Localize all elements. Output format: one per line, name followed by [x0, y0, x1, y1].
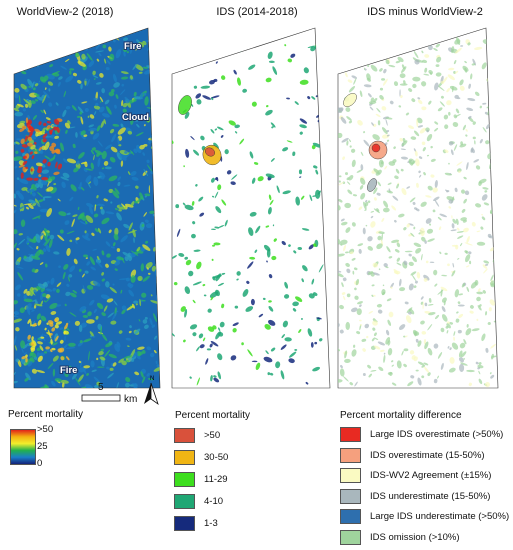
legend-diff-item: IDS-WV2 Agreement (±15%)	[340, 468, 491, 483]
map-label-cloud: Cloud	[122, 112, 149, 123]
legend-diff-swatch	[340, 488, 361, 504]
difference-map-frame	[337, 27, 499, 389]
legend-diff-label: IDS omission (>10%)	[370, 531, 460, 543]
legend-diff-label: Large IDS overestimate (>50%)	[370, 429, 504, 440]
legend-diff-item: IDS underestimate (15-50%)	[340, 488, 491, 504]
legend-diff-swatch	[340, 447, 361, 463]
legend-gradient-title: Percent mortality	[8, 409, 84, 420]
legend-ids-swatch	[174, 450, 195, 465]
north-arrow-label: N	[150, 376, 154, 382]
legend-gradient-high: >50	[37, 424, 54, 435]
legend-ids-item: 11-29	[174, 472, 228, 487]
worldview-map: Fire Cloud Fire	[13, 27, 161, 389]
legend-ids-swatch	[174, 516, 195, 531]
legend-diff-swatch	[340, 468, 361, 483]
legend-ids-title: Percent mortality	[175, 410, 251, 421]
legend-gradient-low: 0	[37, 458, 43, 469]
worldview-map-frame	[13, 27, 161, 389]
legend-ids-item: >50	[174, 428, 220, 443]
panel-title-worldview: WorldView-2 (2018)	[16, 6, 114, 18]
legend-ids-label: 30-50	[204, 452, 229, 463]
legend-diff-title: Percent mortality difference	[340, 410, 462, 421]
scale-bar-unit: km	[124, 394, 137, 405]
legend-ids-item: 30-50	[174, 450, 228, 465]
legend-ids-item: 4-10	[174, 494, 223, 509]
legend-diff-item: IDS omission (>10%)	[340, 529, 460, 545]
ids-map	[171, 27, 331, 389]
legend-ids-swatch	[174, 494, 195, 509]
legend-ids-label: 1-3	[204, 518, 218, 529]
legend-diff-label: Large IDS underestimate (>50%)	[370, 511, 510, 522]
legend-diff-swatch	[340, 509, 361, 524]
legend-diff-label: IDS overestimate (15-50%)	[370, 449, 485, 461]
legend-diff-label: IDS-WV2 Agreement (±15%)	[370, 470, 492, 481]
map-panels: Fire Cloud Fire 5 km N	[13, 27, 499, 406]
legend-gradient-mid: 25	[37, 441, 48, 452]
legend-gradient-bar	[10, 429, 36, 465]
north-arrow: N	[144, 376, 159, 406]
legend-ids-label: 4-10	[204, 496, 224, 507]
map-label-fire-bottom: Fire	[60, 365, 77, 376]
legend-ids-swatch	[174, 428, 195, 443]
scale-bar: 5 km	[81, 382, 137, 405]
map-label-fire-top: Fire	[124, 41, 141, 52]
legend-diff-item: IDS overestimate (15-50%)	[340, 447, 485, 463]
legend-diff-swatch	[340, 529, 361, 545]
legend-ids-label: 11-29	[204, 474, 228, 485]
legend-ids-label: >50	[204, 430, 221, 441]
legend-diff-item: Large IDS overestimate (>50%)	[340, 427, 503, 442]
panel-title-ids: IDS (2014-2018)	[216, 6, 298, 18]
legend-diff-label: IDS underestimate (15-50%)	[370, 490, 491, 502]
panel-title-difference: IDS minus WorldView-2	[367, 6, 483, 18]
legend-ids-swatch	[174, 472, 195, 487]
legend-diff-swatch	[340, 427, 361, 442]
scale-bar-value: 5	[98, 382, 104, 393]
legend-diff-item: Large IDS underestimate (>50%)	[340, 509, 509, 524]
difference-map	[337, 27, 499, 389]
legend-ids-item: 1-3	[174, 516, 218, 531]
